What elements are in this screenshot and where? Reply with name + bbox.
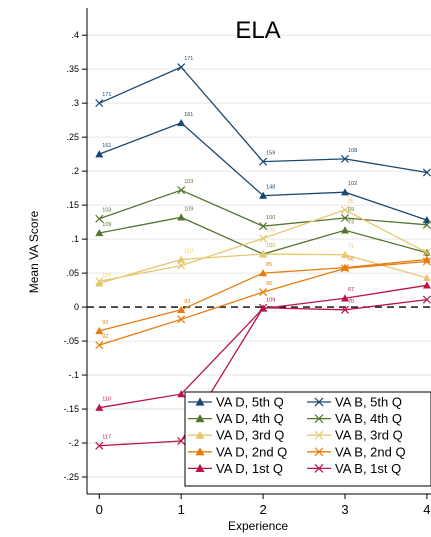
y-axis-title: Mean VA Score [27,210,41,293]
point-label: 71 [348,244,354,250]
y-tick-label: .1 [71,234,79,244]
y-tick-label: .15 [66,200,79,210]
point-label: 102 [348,181,357,187]
point-label: 117 [102,435,111,441]
point-label: 110 [184,248,193,254]
point-label: 161 [102,143,111,149]
x-tick-label: 1 [178,502,185,517]
point-label: 103 [184,179,193,185]
legend-label: VA B, 1st Q [335,461,401,476]
x-tick-label: 3 [341,502,348,517]
point-label: 85 [266,262,272,268]
point-label: 67 [348,287,354,293]
data-point [96,215,103,222]
point-label: 108 [348,148,357,154]
series-va-d-4th-q: 109 109 100 73 [95,206,431,257]
point-label: 100 [266,227,275,233]
y-tick-label: .25 [66,132,79,142]
point-label: 93 [184,299,190,305]
point-label: 90 [266,281,272,287]
data-point [259,235,266,242]
series-line [99,254,427,283]
legend-label: VA B, 3rd Q [335,428,403,443]
x-axis-title: Experience [228,519,288,533]
y-tick-label: -.05 [63,336,79,346]
data-point [177,119,185,126]
y-tick-label: .3 [71,98,79,108]
y-tick-label: -.15 [63,404,79,414]
legend-label: VA B, 5th Q [335,395,402,410]
point-label: 161 [184,112,193,118]
series-va-d-1st-q: 110 109 67 [95,281,431,411]
point-label: 109 [102,222,111,228]
data-point [423,281,431,288]
data-point [341,226,349,233]
y-tick-label: -.1 [68,370,79,380]
legend-label: VA D, 2nd Q [216,444,287,459]
legend-label: VA D, 4th Q [216,411,284,426]
legend-label: VA B, 4th Q [335,411,402,426]
series-va-d-5th-q: 161 161 148 102 [95,112,431,223]
point-label: 171 [184,56,193,62]
y-tick-label: .35 [66,64,79,74]
series-line [99,217,427,254]
series-line [99,285,427,407]
point-label: 93 [102,320,108,326]
point-label: 171 [102,92,111,98]
legend-label: VA D, 3rd Q [216,428,284,443]
x-tick-label: 0 [96,502,103,517]
legend-label: VA D, 1st Q [216,461,283,476]
y-tick-label: -.25 [63,472,79,482]
data-point [96,342,103,349]
point-label: 109 [184,206,193,212]
series-va-b-5th-q: 171 171 159 108 [96,56,431,176]
point-label: 85 [348,199,354,205]
point-label: 109 [266,297,275,303]
x-tick-label: 2 [259,502,266,517]
y-tick-label: .4 [71,30,79,40]
point-label: 66 [348,257,354,263]
x-tick-label: 4 [423,502,430,517]
series-line [99,67,427,172]
point-label: 92 [102,334,108,340]
point-label: 110 [102,397,111,403]
point-label: 100 [266,215,275,221]
point-label: 73 [348,219,354,225]
y-tick-label: .05 [66,268,79,278]
point-label: 70 [348,299,354,305]
series-va-d-2nd-q: 93 93 85 66 [95,255,431,334]
point-label: 148 [266,185,275,191]
data-point [259,289,266,296]
point-label: 110 [102,272,111,278]
point-label: 103 [102,208,111,214]
data-point [178,187,185,194]
data-point [177,213,185,220]
y-tick-label: .2 [71,166,79,176]
series-lines: 161161148102171171159 1081091091007310310… [95,56,431,449]
legend-label: VA B, 2nd Q [335,444,406,459]
y-tick-label: -.2 [68,438,79,448]
point-label: 159 [266,151,275,157]
data-point [178,316,185,323]
legend: VA D, 5th Q VA B, 5th Q VA D, 4th Q VA B, 4… [185,392,431,486]
y-tick-label: 0 [74,302,79,312]
point-label: 100 [266,243,275,249]
legend-label: VA D, 5th Q [216,395,284,410]
chart-title: ELA [235,17,280,44]
